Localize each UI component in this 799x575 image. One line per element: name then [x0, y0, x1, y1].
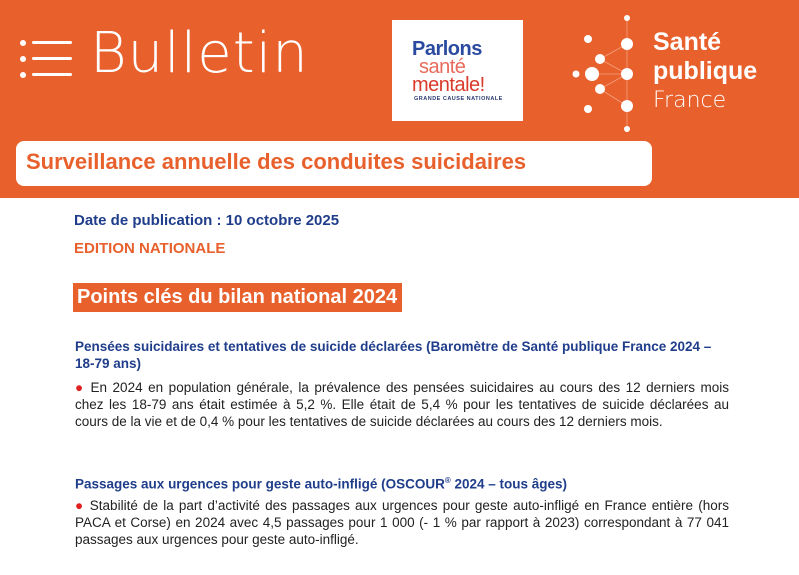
section-paragraph: ● Stabilité de la part d’activité des pa…: [75, 497, 729, 548]
logo-line: France: [653, 88, 727, 113]
paragraph-text: Stabilité de la part d’activité des pass…: [75, 498, 729, 547]
registered-mark: ®: [444, 476, 451, 485]
header-banner: Bulletin Parlons santé mentale! GRANDE C…: [0, 0, 799, 198]
bullet-icon: ●: [75, 498, 85, 513]
subtitle: Surveillance annuelle des conduites suic…: [26, 149, 527, 174]
heading-text: Passages aux urgences pour geste auto-in…: [75, 476, 445, 492]
heading-text: 2024 – tous âges): [450, 476, 568, 492]
bulletin-title: Bulletin: [90, 21, 309, 86]
logo-line: mentale!: [412, 74, 485, 96]
logo-line: Santé: [653, 28, 722, 56]
paragraph-text: En 2024 en population générale, la préva…: [75, 380, 729, 429]
list-icon: [20, 38, 72, 80]
logo-line: santé: [419, 56, 466, 78]
logo-line: publique: [653, 57, 758, 85]
edition-label: EDITION NATIONALE: [74, 240, 226, 257]
logo-line: Parlons: [412, 38, 482, 60]
publication-date: Date de publication : 10 octobre 2025: [74, 212, 340, 229]
subtitle-banner: Surveillance annuelle des conduites suic…: [16, 141, 652, 186]
logo-tagline: GRANDE CAUSE NATIONALE: [414, 96, 503, 102]
sante-publique-france-logo-icon: [572, 15, 633, 132]
key-points-title: Points clés du bilan national 2024: [73, 283, 403, 312]
sante-publique-france-wordmark: Santé publique France: [653, 28, 757, 115]
section-heading: Passages aux urgences pour geste auto-in…: [75, 472, 730, 493]
parlons-sante-mentale-logo: Parlons santé mentale! GRANDE CAUSE NATI…: [392, 20, 523, 121]
section-heading: Pensées suicidaires et tentatives de sui…: [75, 339, 712, 371]
bullet-icon: ●: [75, 380, 85, 395]
section-paragraph: ● En 2024 en population générale, la pré…: [75, 379, 729, 430]
